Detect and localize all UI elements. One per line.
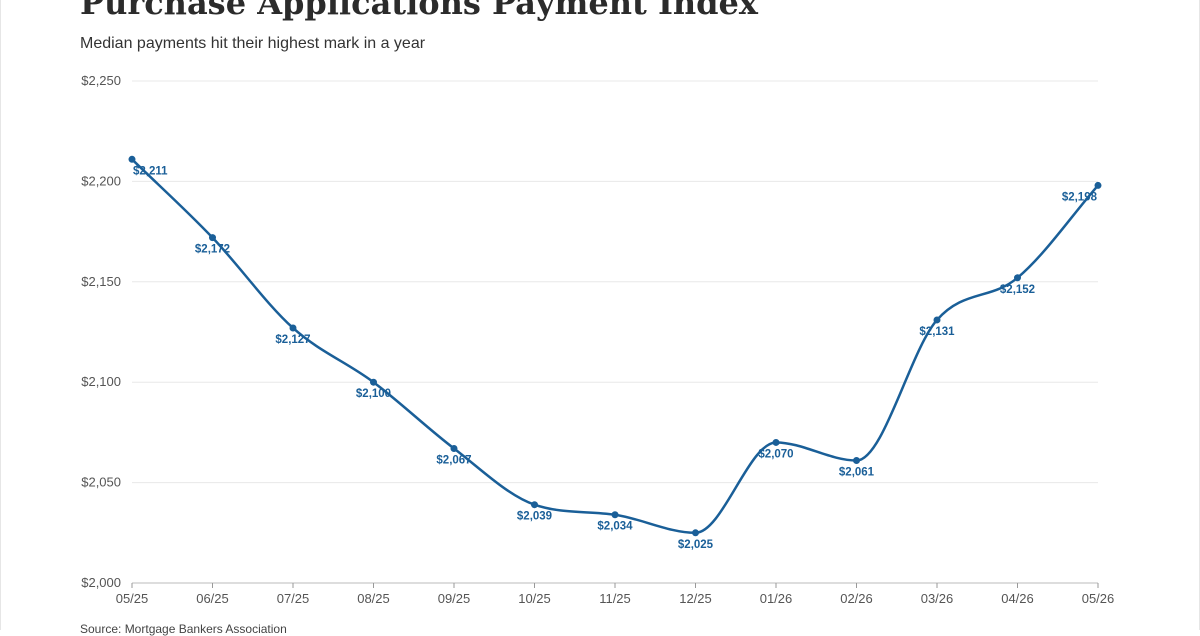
- data-point: [1014, 274, 1021, 282]
- data-label: $2,198: [1062, 191, 1098, 203]
- left-border: [0, 0, 1, 630]
- data-point: [289, 324, 297, 332]
- data-point: [1094, 181, 1102, 189]
- x-tick-label: 05/26: [1082, 591, 1115, 606]
- data-label: $2,131: [919, 326, 955, 338]
- x-tick-label: 11/25: [599, 591, 631, 606]
- data-point: [933, 316, 941, 324]
- data-labels: $2,211 $2,172 $2,127 $2,100 $2,067 $2,039 $2,0…: [133, 165, 1098, 550]
- data-label: $2,100: [356, 388, 391, 400]
- data-point: [772, 438, 780, 446]
- x-tick-label: 12/25: [679, 591, 712, 606]
- x-tick-label: 09/25: [438, 591, 471, 606]
- data-point: [370, 378, 377, 386]
- y-tick-label: $2,100: [81, 374, 121, 389]
- data-label: $2,070: [758, 448, 793, 460]
- x-tick-label: 08/25: [357, 591, 390, 606]
- x-tick-label: 03/26: [921, 591, 954, 606]
- source-note: Source: Mortgage Bankers Association: [80, 622, 287, 636]
- x-axis: 05/25 06/25 07/25 08/25 09/25 10/25 11/25 12/25…: [116, 582, 1115, 606]
- y-axis: $2,000 $2,050 $2,100 $2,150 $2,200 $2,250: [81, 73, 121, 590]
- x-tick-label: 07/25: [277, 591, 310, 606]
- y-tick-label: $2,200: [81, 173, 121, 188]
- data-label: $2,127: [275, 334, 310, 346]
- series-line: [131, 158, 1099, 535]
- x-tick-label: 04/26: [1001, 591, 1034, 606]
- chart-title: Purchase Applications Payment Index: [80, 0, 758, 22]
- y-tick-label: $2,050: [81, 475, 121, 490]
- data-point: [209, 234, 216, 242]
- data-label: $2,061: [839, 467, 875, 479]
- data-label: $2,211: [133, 165, 168, 177]
- x-tick-label: 05/25: [116, 591, 149, 606]
- data-point: [531, 501, 538, 509]
- x-tick-label: 01/26: [760, 591, 793, 606]
- data-points: [128, 155, 1102, 537]
- data-point: [853, 457, 860, 465]
- data-label: $2,025: [678, 539, 714, 551]
- data-label: $2,034: [597, 521, 633, 533]
- data-label: $2,172: [195, 244, 230, 256]
- y-tick-label: $2,150: [81, 274, 121, 289]
- data-label: $2,067: [436, 454, 471, 466]
- x-tick-label: 02/26: [840, 591, 873, 606]
- data-label: $2,039: [517, 511, 552, 523]
- y-tick-label: $2,000: [81, 575, 121, 590]
- data-point: [450, 444, 458, 452]
- data-point: [692, 529, 699, 537]
- chart-subtitle: Median payments hit their highest mark i…: [80, 35, 426, 52]
- data-label: $2,152: [1000, 284, 1035, 296]
- data-point: [611, 511, 619, 519]
- y-tick-label: $2,250: [81, 73, 121, 88]
- data-point: [128, 155, 136, 163]
- x-tick-label: 10/25: [518, 591, 551, 606]
- x-tick-label: 06/25: [196, 591, 229, 606]
